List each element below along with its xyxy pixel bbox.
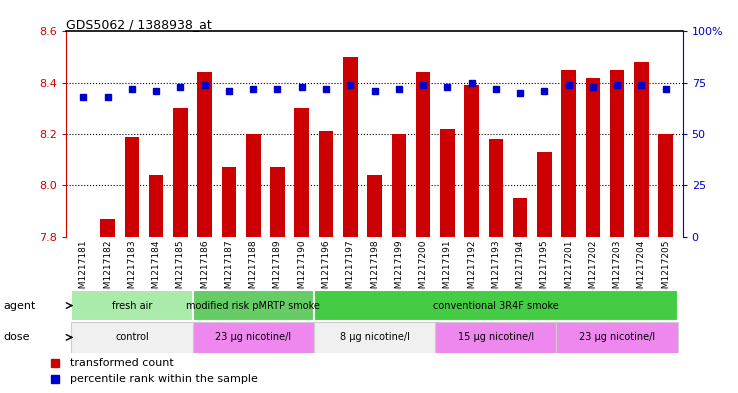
Bar	[415, 72, 430, 237]
Text: GSM1217189: GSM1217189	[273, 239, 282, 300]
Bar	[513, 198, 528, 237]
Bar	[314, 322, 435, 353]
Bar	[343, 57, 357, 237]
Text: GSM1217188: GSM1217188	[249, 239, 258, 300]
Bar	[149, 175, 163, 237]
Bar	[221, 167, 236, 237]
Bar	[193, 322, 314, 353]
Text: 23 μg nicotine/l: 23 μg nicotine/l	[215, 332, 292, 342]
Bar	[125, 137, 139, 237]
Bar	[173, 108, 187, 237]
Text: GSM1217202: GSM1217202	[588, 239, 597, 299]
Text: GSM1217183: GSM1217183	[128, 239, 137, 300]
Bar	[198, 72, 212, 237]
Bar	[193, 290, 314, 321]
Bar	[72, 290, 193, 321]
Bar	[586, 77, 600, 237]
Bar	[610, 70, 624, 237]
Bar	[634, 62, 649, 237]
Text: GSM1217191: GSM1217191	[443, 239, 452, 300]
Bar	[464, 85, 479, 237]
Text: control: control	[115, 332, 149, 342]
Text: GSM1217185: GSM1217185	[176, 239, 185, 300]
Bar	[435, 322, 556, 353]
Text: 15 μg nicotine/l: 15 μg nicotine/l	[458, 332, 534, 342]
Text: GSM1217181: GSM1217181	[79, 239, 88, 300]
Text: GSM1217205: GSM1217205	[661, 239, 670, 300]
Text: 23 μg nicotine/l: 23 μg nicotine/l	[579, 332, 655, 342]
Bar	[440, 129, 455, 237]
Bar	[392, 134, 406, 237]
Bar	[72, 322, 193, 353]
Text: GSM1217190: GSM1217190	[297, 239, 306, 300]
Bar	[368, 175, 382, 237]
Text: GSM1217200: GSM1217200	[418, 239, 427, 300]
Text: GSM1217198: GSM1217198	[370, 239, 379, 300]
Text: GSM1217204: GSM1217204	[637, 239, 646, 299]
Text: GSM1217192: GSM1217192	[467, 239, 476, 300]
Bar	[314, 290, 677, 321]
Bar	[556, 322, 677, 353]
Text: GSM1217193: GSM1217193	[492, 239, 500, 300]
Text: transformed count: transformed count	[70, 358, 174, 368]
Bar	[100, 219, 115, 237]
Text: GSM1217187: GSM1217187	[224, 239, 233, 300]
Text: GSM1217194: GSM1217194	[516, 239, 525, 300]
Bar	[562, 70, 576, 237]
Text: GSM1217199: GSM1217199	[394, 239, 403, 300]
Text: GSM1217195: GSM1217195	[540, 239, 549, 300]
Bar	[246, 134, 261, 237]
Text: fresh air: fresh air	[111, 301, 152, 310]
Text: GSM1217203: GSM1217203	[613, 239, 621, 300]
Text: agent: agent	[4, 301, 36, 310]
Bar	[537, 152, 551, 237]
Text: GSM1217186: GSM1217186	[200, 239, 209, 300]
Text: modified risk pMRTP smoke: modified risk pMRTP smoke	[186, 301, 320, 310]
Text: conventional 3R4F smoke: conventional 3R4F smoke	[433, 301, 559, 310]
Bar	[319, 131, 334, 237]
Text: GSM1217201: GSM1217201	[564, 239, 573, 300]
Text: GSM1217184: GSM1217184	[152, 239, 161, 300]
Bar	[489, 139, 503, 237]
Text: 8 μg nicotine/l: 8 μg nicotine/l	[339, 332, 410, 342]
Text: GSM1217182: GSM1217182	[103, 239, 112, 300]
Text: GSM1217197: GSM1217197	[346, 239, 355, 300]
Bar	[270, 167, 285, 237]
Bar	[658, 134, 673, 237]
Bar	[294, 108, 309, 237]
Text: GDS5062 / 1388938_at: GDS5062 / 1388938_at	[66, 18, 212, 31]
Text: dose: dose	[4, 332, 30, 342]
Text: percentile rank within the sample: percentile rank within the sample	[70, 374, 258, 384]
Text: GSM1217196: GSM1217196	[322, 239, 331, 300]
